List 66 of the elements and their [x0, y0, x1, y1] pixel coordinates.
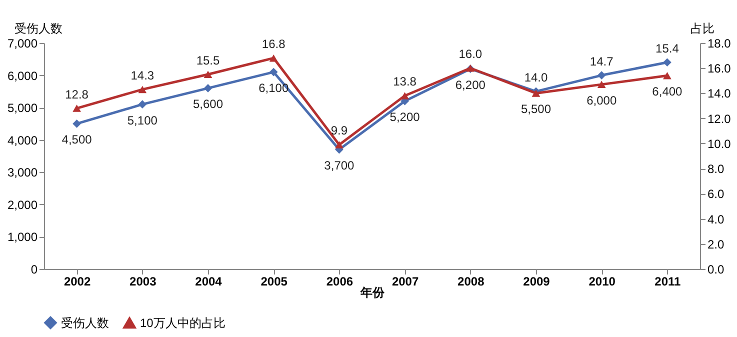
- x-tick-label: 2010: [588, 274, 616, 288]
- point: [204, 84, 212, 92]
- point: [138, 86, 147, 94]
- data-label: 15.4: [656, 41, 680, 56]
- point: [72, 104, 81, 112]
- data-label: 16.0: [458, 47, 482, 62]
- point: [204, 70, 212, 78]
- y-tick-label: 6,000: [7, 68, 38, 83]
- data-label: 14.7: [590, 54, 614, 68]
- data-label: 5,500: [520, 102, 552, 116]
- data-label: 5,100: [127, 113, 158, 128]
- data-label: 5,600: [192, 97, 224, 112]
- y2-tick-label: 12.0: [708, 112, 732, 126]
- x-tick-label: 2007: [392, 274, 419, 288]
- point: [663, 58, 672, 67]
- y-tick-label: 2,000: [7, 198, 38, 212]
- data-label: 9.9: [330, 124, 348, 138]
- data-label: 14.0: [524, 70, 548, 84]
- y2-tick-label: 2.0: [708, 237, 725, 252]
- y2-tick-label: 14.0: [708, 86, 732, 101]
- x-tick-label: 2004: [195, 274, 222, 288]
- y-tick-label: 4,000: [7, 133, 38, 148]
- point: [663, 72, 672, 80]
- y2-tick-label: 18.0: [708, 36, 732, 50]
- point: [597, 71, 606, 80]
- y-tick-label: 3,000: [7, 166, 38, 180]
- data-label: 12.8: [65, 87, 89, 102]
- data-label: 16.8: [262, 37, 286, 52]
- y-tick-label: 1,000: [7, 230, 38, 244]
- point: [335, 141, 344, 148]
- data-label: 6,000: [586, 93, 617, 108]
- data-label: 13.8: [393, 74, 417, 89]
- y2-tick-label: 10.0: [708, 136, 732, 151]
- y-axis-title: 受伤人数: [14, 22, 62, 36]
- data-label: 14.3: [130, 68, 154, 82]
- point: [269, 68, 278, 76]
- x-tick-label: 2008: [458, 274, 485, 288]
- x-tick-label: 2002: [64, 274, 91, 288]
- data-label: 6,200: [455, 78, 486, 92]
- x-tick-label: 2011: [654, 274, 682, 288]
- point: [532, 90, 540, 97]
- data-label: 6,400: [652, 84, 683, 99]
- y2-tick-label: 16.0: [708, 62, 732, 76]
- point: [269, 54, 278, 62]
- point: [72, 120, 81, 128]
- x-tick-label: 2003: [130, 274, 157, 288]
- x-axis-title: 年份: [360, 286, 386, 300]
- legend-label: 10万人中的占比: [140, 316, 226, 330]
- y2-tick-label: 4.0: [708, 212, 725, 226]
- data-label: 15.5: [196, 53, 220, 68]
- y2-axis-title: 占比: [690, 22, 714, 36]
- y-tick-label: 5,000: [7, 101, 38, 116]
- data-label: 5,200: [390, 110, 420, 124]
- y2-tick-label: 8.0: [708, 162, 725, 176]
- x-tick-label: 2006: [326, 274, 354, 288]
- x-tick-label: 2009: [523, 274, 550, 288]
- y-tick-label: 7,000: [7, 36, 38, 50]
- point: [597, 80, 606, 88]
- y-tick-label: 0: [30, 262, 38, 276]
- data-label: 4,500: [62, 132, 92, 147]
- data-label: 3,700: [324, 158, 355, 173]
- y2-tick-label: 0.0: [708, 262, 725, 276]
- point: [138, 100, 147, 109]
- x-tick-label: 2005: [260, 274, 288, 288]
- legend-label: 受伤人数: [61, 316, 109, 330]
- y2-tick-label: 6.0: [708, 187, 725, 202]
